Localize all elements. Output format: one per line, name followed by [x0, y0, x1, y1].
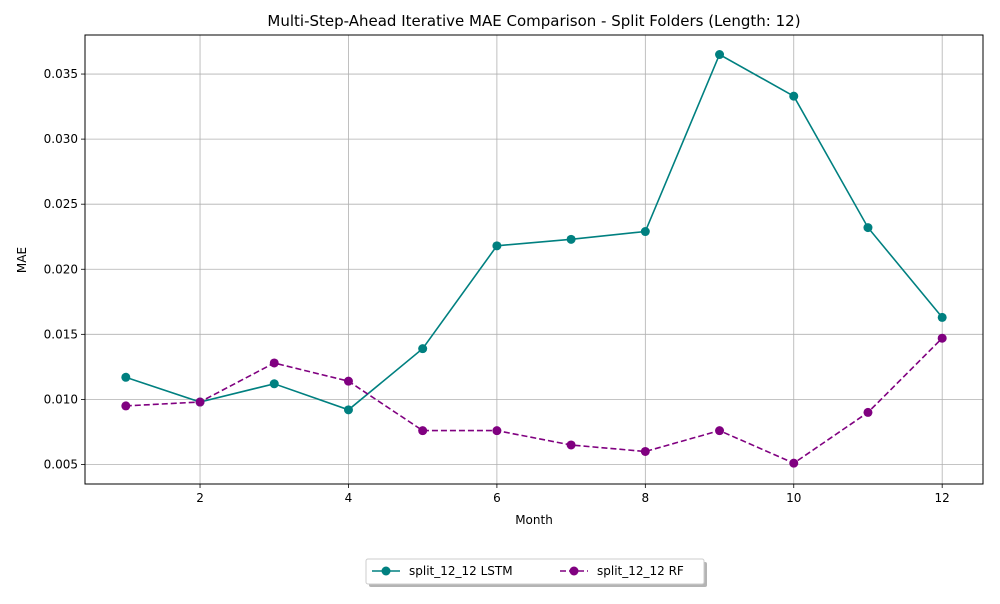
chart-title: Multi-Step-Ahead Iterative MAE Compariso…: [267, 12, 800, 30]
series-line: [125, 53, 943, 411]
data-point: [640, 446, 650, 456]
y-tick-label: 0.020: [44, 262, 78, 276]
series-0: [121, 50, 947, 415]
data-point: [937, 312, 947, 322]
x-tick-label: 10: [786, 491, 801, 505]
data-point: [269, 358, 279, 368]
legend-item: split_12_12 RF: [560, 564, 684, 578]
data-point: [195, 397, 205, 407]
y-axis-label: MAE: [15, 247, 29, 273]
data-point: [789, 91, 799, 101]
data-point: [715, 50, 725, 60]
y-tick-label: 0.010: [44, 392, 78, 406]
data-point: [492, 426, 502, 436]
data-point: [418, 426, 428, 436]
series-1: [121, 333, 947, 468]
x-tick-label: 4: [345, 491, 353, 505]
legend-box: [365, 558, 705, 585]
data-point: [418, 344, 428, 354]
y-tick-label: 0.005: [44, 457, 78, 471]
data-point: [863, 407, 873, 417]
legend-item: split_12_12 LSTM: [372, 564, 513, 578]
axis-ticks: 2 4 6 8 10 12 0.005 0.010 0.015 0.020 0.025 0.030 0.…: [44, 67, 950, 505]
data-point: [566, 234, 576, 244]
data-point: [789, 458, 799, 468]
x-tick-label: 6: [493, 491, 501, 505]
data-point: [640, 227, 650, 237]
legend-label: split_12_12 RF: [597, 564, 684, 578]
data-point: [343, 376, 353, 386]
data-point: [715, 426, 725, 436]
data-point: [121, 372, 131, 382]
x-tick-label: 2: [196, 491, 204, 505]
x-tick-label: 12: [935, 491, 950, 505]
data-point: [863, 223, 873, 233]
x-tick-label: 8: [642, 491, 650, 505]
series-layer: [121, 50, 947, 468]
legend: split_12_12 LSTM split_12_12 RF: [365, 558, 707, 587]
legend-label: split_12_12 LSTM: [409, 564, 513, 578]
legend-marker: [569, 566, 579, 576]
data-point: [343, 405, 353, 415]
grid-lines: [85, 35, 983, 484]
y-tick-label: 0.030: [44, 132, 78, 146]
data-point: [492, 241, 502, 251]
plot-frame: [84, 34, 984, 485]
data-point: [269, 379, 279, 389]
y-tick-label: 0.025: [44, 197, 78, 211]
y-tick-label: 0.015: [44, 327, 78, 341]
data-point: [566, 440, 576, 450]
x-axis-label: Month: [515, 513, 553, 527]
data-point: [937, 333, 947, 343]
series-line: [125, 337, 943, 465]
data-point: [121, 401, 131, 411]
y-tick-label: 0.035: [44, 67, 78, 81]
legend-marker: [381, 566, 391, 576]
